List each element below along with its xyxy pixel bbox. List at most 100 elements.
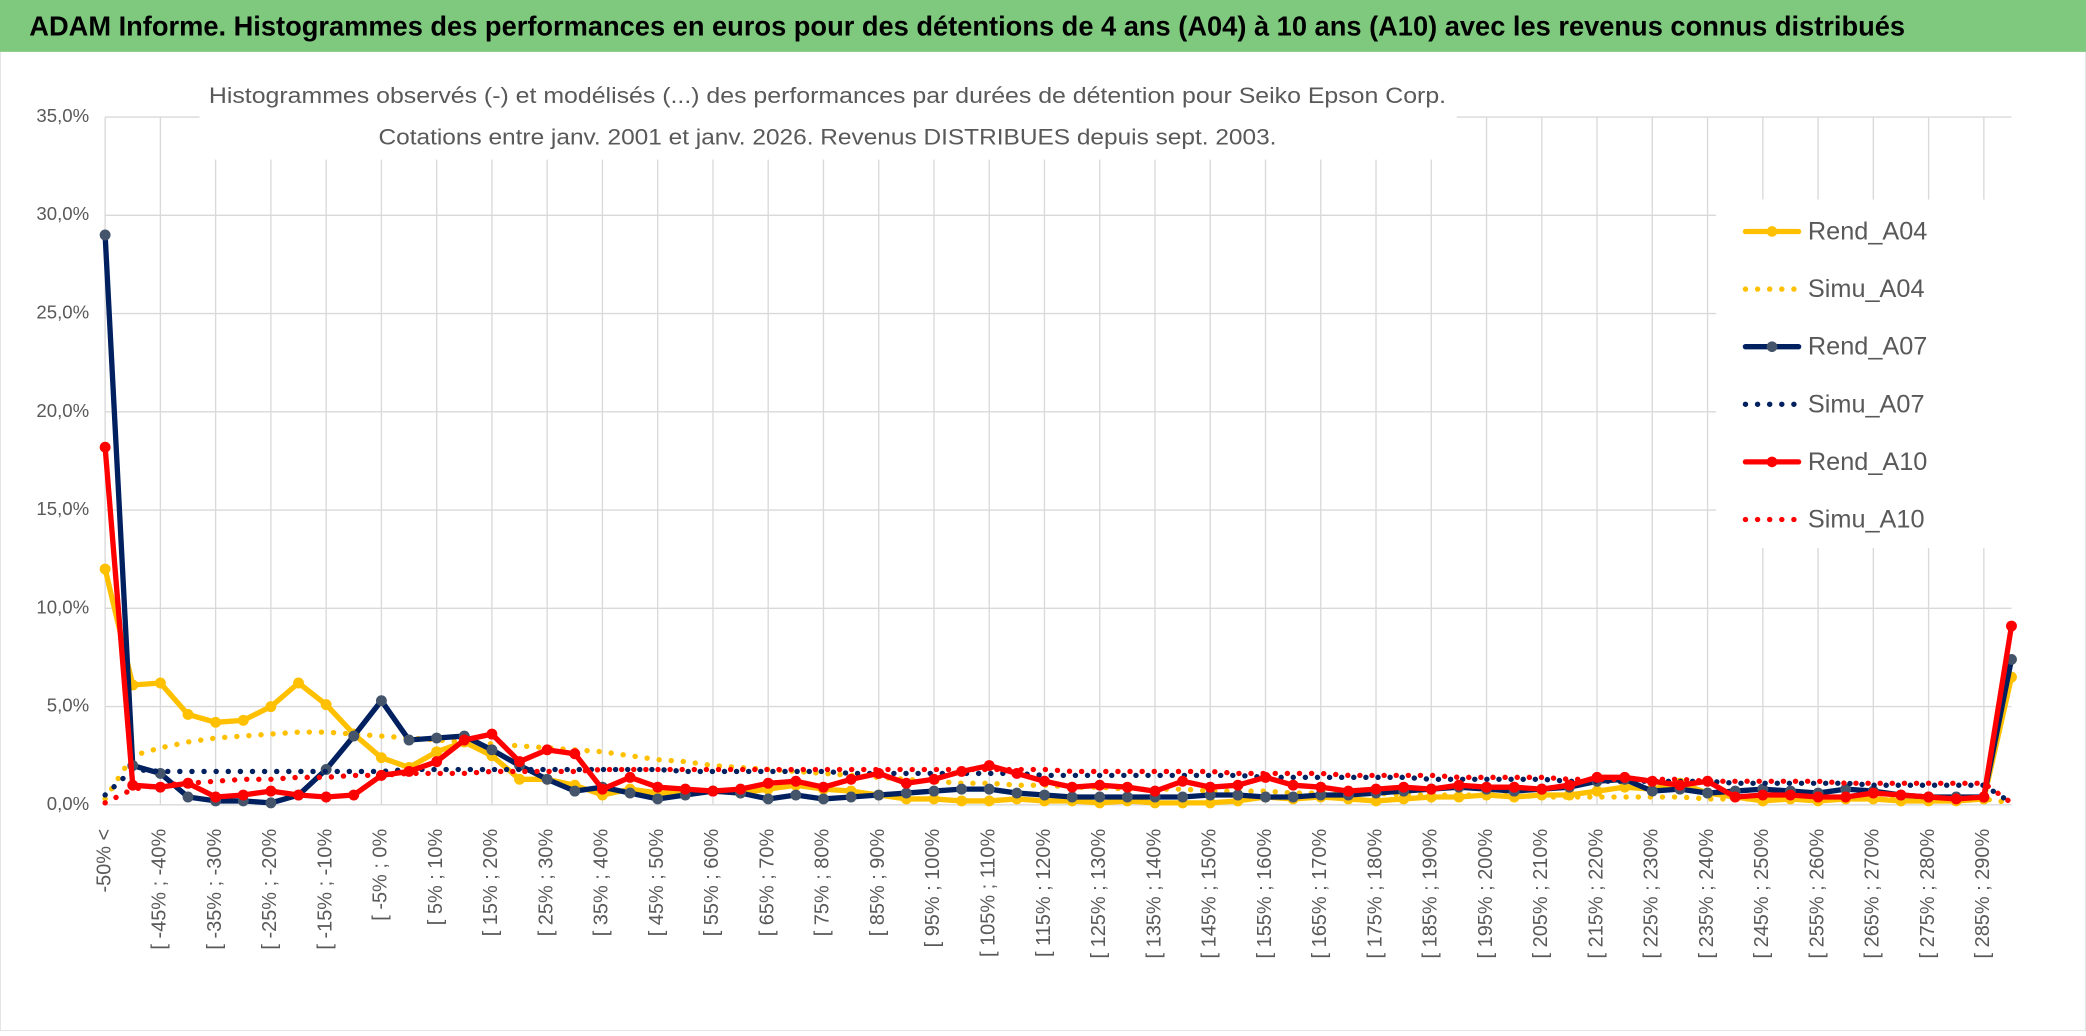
x-tick-label: [ 85% ; 90% [867, 829, 889, 937]
data-point [928, 773, 940, 785]
title-box [199, 77, 1457, 160]
data-point [1840, 791, 1852, 803]
data-point [348, 789, 360, 801]
legend-label: Rend_A04 [1808, 217, 1927, 245]
data-point [790, 789, 802, 801]
data-point [1812, 791, 1824, 803]
data-point [182, 708, 194, 720]
y-tick-label: 15,0% [36, 498, 89, 519]
legend: Rend_A04 Simu_A04 Rend_A07 Simu_A07 Rend_A10… [1716, 199, 2012, 549]
data-point [1260, 791, 1271, 803]
header-bar [0, 0, 2086, 52]
data-point [762, 793, 774, 805]
data-point [1011, 787, 1023, 799]
data-point [1508, 781, 1520, 793]
data-point [1453, 779, 1465, 791]
x-tick-label: [ 205% ; 210% [1530, 829, 1552, 959]
data-point [1094, 779, 1106, 791]
data-point [99, 229, 111, 241]
data-point [1674, 779, 1686, 791]
data-point [652, 781, 664, 793]
data-point [320, 791, 332, 803]
data-point [431, 746, 443, 758]
data-point [1232, 789, 1244, 801]
data-point [1149, 785, 1161, 797]
data-point [265, 701, 277, 713]
x-tick-label: [ 265% ; 270% [1862, 829, 1884, 959]
data-point [1591, 785, 1603, 797]
data-point [154, 677, 166, 689]
data-point [1232, 779, 1244, 791]
data-point [735, 783, 747, 795]
legend-label: Simu_A07 [1808, 390, 1925, 418]
data-point [431, 756, 443, 768]
data-point [1481, 781, 1492, 793]
data-point [127, 779, 139, 791]
data-point [928, 785, 940, 797]
data-point [1039, 775, 1050, 787]
data-point [1342, 785, 1354, 797]
data-point [1867, 787, 1879, 799]
x-tick-label: [ 75% ; 80% [812, 829, 834, 937]
data-point [1398, 781, 1410, 793]
legend-label: Rend_A07 [1808, 333, 1927, 361]
y-tick-label: 20,0% [36, 400, 89, 421]
data-point [514, 756, 526, 768]
x-tick-label: [ 275% ; 280% [1917, 829, 1939, 959]
series-line [102, 444, 2015, 802]
data-point [1287, 779, 1299, 791]
data-point [873, 789, 885, 801]
data-point [2006, 620, 2017, 632]
data-point [293, 789, 304, 801]
data-point [541, 744, 553, 756]
data-point [375, 752, 387, 764]
data-point [1923, 791, 1935, 803]
legend-marker [1766, 456, 1778, 468]
legend-label: Rend_A10 [1808, 448, 1927, 476]
data-point [99, 441, 111, 453]
legend-marker [1766, 341, 1778, 353]
data-point [1646, 785, 1658, 797]
data-point [956, 783, 968, 795]
x-tick-label: [ 5% ; 10% [425, 829, 447, 926]
x-tick-label: [ 55% ; 60% [701, 829, 723, 937]
x-tick-label: [ -25% ; -20% [259, 829, 281, 950]
data-point [818, 793, 829, 805]
data-point [1121, 781, 1133, 793]
data-point [652, 793, 664, 805]
x-tick-label: [ 65% ; 70% [756, 829, 778, 937]
data-point [265, 797, 277, 809]
x-tick-label: [ 225% ; 230% [1641, 829, 1663, 959]
data-point [237, 789, 249, 801]
x-tick-label: [ 185% ; 190% [1420, 829, 1442, 959]
x-tick-label: [ 105% ; 110% [977, 829, 999, 957]
data-point [790, 775, 802, 787]
data-point [210, 791, 222, 803]
chart-subtitle: Cotations entre janv. 2001 et janv. 2026… [379, 124, 1277, 149]
x-tick-label: [ -5% ; 0% [370, 829, 392, 921]
data-point [1536, 783, 1548, 795]
data-point [403, 734, 415, 746]
data-point [1287, 791, 1299, 803]
data-point [624, 771, 636, 783]
x-tick-label: [ 45% ; 50% [646, 829, 668, 937]
data-point [514, 773, 526, 785]
series-line [102, 232, 2015, 806]
legend-label: Simu_A10 [1808, 505, 1925, 533]
data-point [1978, 791, 1990, 803]
data-point [1066, 781, 1078, 793]
data-point [237, 714, 249, 726]
data-point [1066, 791, 1078, 803]
legend-box [1716, 199, 2012, 549]
data-point [596, 783, 608, 795]
data-point [210, 716, 222, 728]
x-tick-label: [ 165% ; 170% [1309, 829, 1331, 959]
data-point [265, 785, 277, 797]
x-tick-label: [ -35% ; -30% [204, 829, 226, 950]
y-tick-label: 0,0% [47, 793, 89, 814]
data-point [1702, 787, 1714, 799]
data-point [1757, 789, 1769, 801]
series-line [102, 566, 2015, 806]
